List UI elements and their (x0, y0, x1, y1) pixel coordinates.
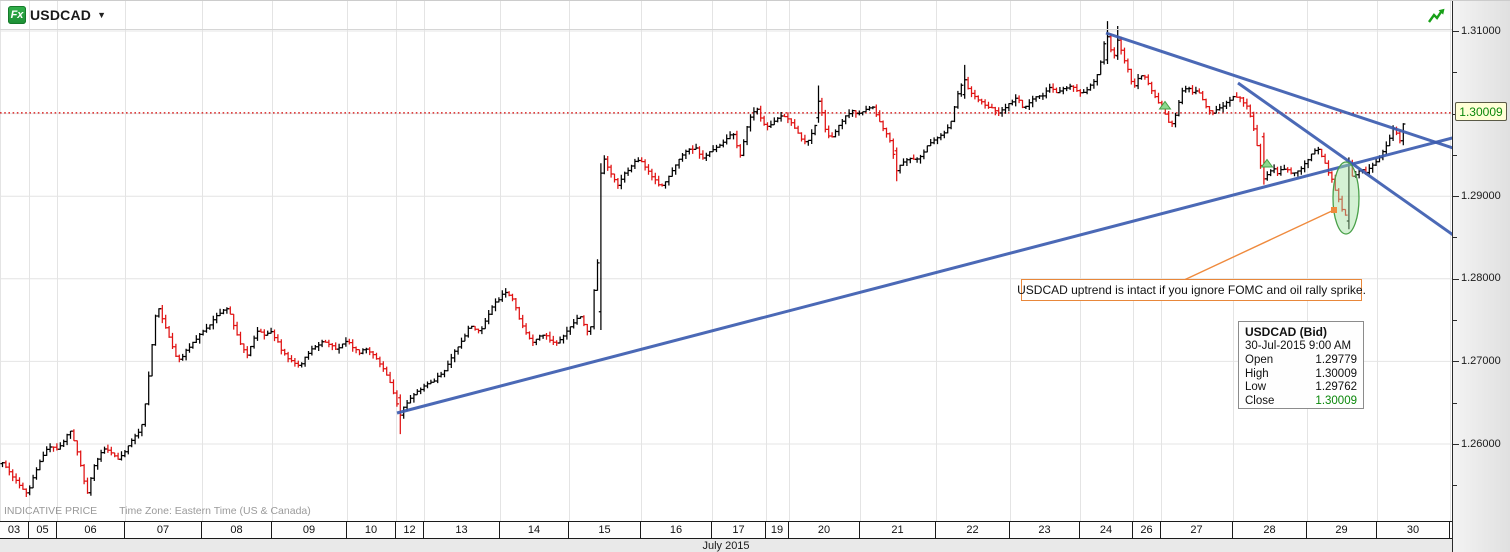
month-caption: July 2015 (0, 539, 1452, 552)
current-price-tag: 1.30009 (1455, 102, 1507, 121)
date-cell: 15 (569, 522, 641, 538)
date-cell: 08 (202, 522, 272, 538)
tooltip-title: USDCAD (Bid) (1245, 325, 1327, 339)
axis-price-label: 1.31000 (1461, 25, 1501, 37)
time-axis[interactable]: 03 05 06 07 08 09 10 12 13 14 15 16 17 19 20 21 22 23 24 26… (0, 521, 1452, 539)
date-cell: 05 (29, 522, 57, 538)
annotation-callout-line[interactable] (1181, 209, 1335, 282)
axis-major-tick (1453, 279, 1459, 280)
indicative-note: INDICATIVE PRICE Time Zone: Eastern Time… (4, 505, 311, 517)
date-cell: 13 (424, 522, 500, 538)
axis-minor-tick (1453, 72, 1457, 73)
downtrend-line-1[interactable] (1105, 31, 1452, 150)
axis-major-tick (1453, 196, 1459, 197)
axis-price-label: 1.29000 (1461, 190, 1501, 202)
axis-price-label: 1.27000 (1461, 355, 1501, 367)
date-cell: 19 (766, 522, 789, 538)
symbol-selector[interactable]: USDCAD ▼ (30, 5, 106, 25)
trend-up-icon[interactable] (1428, 8, 1446, 24)
tooltip-datetime: 30-Jul-2015 9:00 AM (1245, 340, 1352, 352)
callout-anchor-square (1331, 207, 1337, 213)
axis-minor-tick (1453, 155, 1457, 156)
chart-toolbar: Fx USDCAD ▼ (0, 1, 1452, 30)
up-triangle-marker (1260, 158, 1274, 168)
axis-major-tick (1453, 31, 1459, 32)
date-cell: 27 (1161, 522, 1233, 538)
axis-minor-tick (1453, 320, 1457, 321)
date-cell: 17 (712, 522, 766, 538)
date-cell: 22 (936, 522, 1010, 538)
axis-price-label: 1.28000 (1461, 272, 1501, 284)
date-cell: 30 (1377, 522, 1450, 538)
symbol-label: USDCAD (30, 7, 92, 23)
date-cell: 06 (57, 522, 125, 538)
axis-minor-tick (1453, 485, 1457, 486)
chevron-down-icon: ▼ (97, 9, 107, 20)
tooltip-low-row: Low 1.29762 (1245, 381, 1357, 393)
up-triangle-marker (1158, 100, 1172, 110)
highlight-ellipse[interactable] (1332, 161, 1360, 235)
date-cell: 29 (1307, 522, 1377, 538)
date-cell: 28 (1233, 522, 1307, 538)
timezone-label: Time Zone: Eastern Time (US & Canada) (119, 505, 311, 517)
date-cell: 12 (396, 522, 424, 538)
annotation-box[interactable]: USDCAD uptrend is intact if you ignore F… (1017, 279, 1366, 301)
up-bars (0, 21, 1406, 496)
axis-major-tick (1453, 444, 1459, 445)
tooltip-high-row: High 1.30009 (1245, 367, 1357, 380)
date-cell: 07 (125, 522, 202, 538)
date-cell: 10 (347, 522, 396, 538)
chart-canvas[interactable] (0, 1, 1452, 521)
date-cell: 20 (789, 522, 860, 538)
date-cell: 03 (0, 522, 29, 538)
indicative-price-label: INDICATIVE PRICE (4, 505, 98, 517)
price-axis[interactable]: 1.30009 1.31000 1.29000 1.28000 1.27000 1.26… (1452, 1, 1510, 552)
tooltip-open-row: Open 1.29779 (1245, 354, 1357, 366)
date-cell: 16 (641, 522, 712, 538)
downtrend-line-2[interactable] (1237, 81, 1452, 237)
down-bars (3, 33, 1402, 497)
date-cell: 24 (1080, 522, 1133, 538)
tooltip-close-row: Close 1.30009 (1245, 394, 1357, 407)
uptrend-line[interactable] (396, 136, 1452, 415)
ohlc-tooltip: USDCAD (Bid) 30-Jul-2015 9:00 AM Open 1.… (1238, 321, 1364, 409)
axis-minor-tick (1453, 237, 1457, 238)
axis-minor-tick (1453, 403, 1457, 404)
date-cell: 14 (500, 522, 569, 538)
date-cell: 23 (1010, 522, 1080, 538)
date-cell: 26 (1133, 522, 1161, 538)
date-cell: 09 (272, 522, 347, 538)
price-chart[interactable] (0, 1, 1452, 521)
axis-major-tick (1453, 361, 1459, 362)
date-cell: 21 (860, 522, 936, 538)
fx-logo-icon: Fx (8, 6, 26, 24)
axis-price-label: 1.26000 (1461, 438, 1501, 450)
